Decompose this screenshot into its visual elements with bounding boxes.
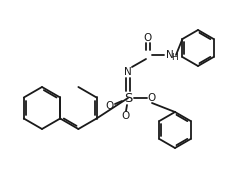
Text: O: O — [148, 93, 156, 103]
Text: N: N — [166, 50, 174, 60]
Text: S: S — [124, 91, 132, 104]
Text: O: O — [122, 111, 130, 121]
Text: O: O — [144, 33, 152, 43]
Text: O: O — [106, 101, 114, 111]
Text: H: H — [172, 54, 178, 63]
Text: N: N — [124, 67, 132, 77]
